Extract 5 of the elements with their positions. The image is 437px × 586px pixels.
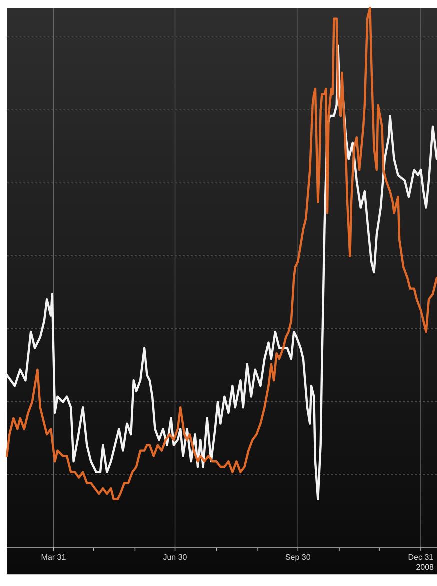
x-tick-label: Sep 30	[285, 553, 312, 562]
x-tick-label: Mar 31	[41, 553, 67, 562]
x-tick-label: Jun 30	[163, 553, 188, 562]
text: 2008	[416, 563, 435, 572]
x-tick-label: Dec 31	[408, 553, 434, 562]
